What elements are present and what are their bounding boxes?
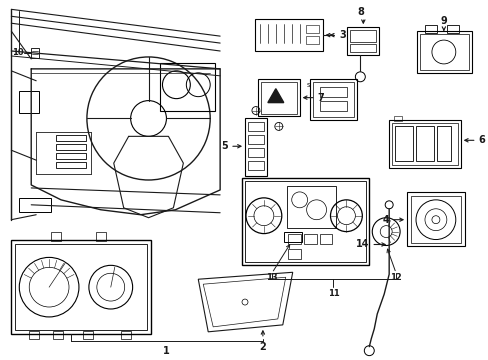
- Bar: [350, 44, 375, 52]
- Bar: [286, 186, 336, 228]
- Bar: [415, 126, 433, 161]
- Text: s: s: [306, 82, 309, 88]
- Bar: [446, 25, 458, 33]
- Bar: [312, 82, 354, 117]
- Bar: [391, 123, 457, 165]
- Text: 11: 11: [327, 289, 339, 298]
- Bar: [56, 135, 86, 141]
- Bar: [242, 178, 368, 265]
- Text: 12: 12: [389, 273, 401, 282]
- Bar: [283, 231, 301, 242]
- Bar: [83, 331, 93, 339]
- Bar: [416, 31, 471, 73]
- Bar: [244, 181, 366, 262]
- Bar: [56, 162, 86, 168]
- Bar: [257, 79, 299, 117]
- Text: 10: 10: [12, 49, 23, 58]
- Bar: [15, 243, 146, 330]
- Bar: [388, 121, 460, 168]
- Bar: [436, 126, 450, 161]
- Bar: [11, 239, 150, 334]
- Bar: [19, 91, 39, 113]
- Bar: [394, 126, 412, 161]
- Text: 9: 9: [440, 16, 447, 26]
- Bar: [121, 331, 130, 339]
- Bar: [160, 63, 215, 111]
- Bar: [29, 331, 39, 339]
- Bar: [350, 30, 375, 42]
- Bar: [247, 161, 264, 170]
- Bar: [247, 148, 264, 157]
- Text: 14: 14: [355, 239, 368, 249]
- Bar: [53, 331, 63, 339]
- Bar: [319, 100, 346, 111]
- Bar: [247, 122, 264, 131]
- Bar: [96, 231, 105, 240]
- Text: 1: 1: [163, 346, 169, 356]
- Text: 2: 2: [259, 342, 266, 352]
- Text: 13: 13: [265, 273, 277, 282]
- Polygon shape: [267, 89, 283, 103]
- Bar: [319, 87, 346, 96]
- Bar: [244, 118, 266, 176]
- Text: 4: 4: [382, 215, 388, 225]
- Bar: [303, 234, 316, 243]
- Bar: [287, 234, 300, 243]
- Bar: [393, 117, 401, 121]
- Text: 6: 6: [478, 135, 485, 145]
- Bar: [406, 192, 464, 247]
- Text: 8: 8: [356, 7, 363, 17]
- Text: 5: 5: [221, 141, 227, 151]
- Bar: [305, 25, 318, 33]
- Bar: [31, 48, 39, 58]
- Bar: [287, 249, 300, 260]
- Bar: [346, 27, 379, 55]
- Bar: [261, 82, 296, 113]
- Bar: [247, 135, 264, 144]
- Bar: [254, 19, 322, 51]
- Text: 3: 3: [339, 30, 346, 40]
- Bar: [56, 153, 86, 159]
- Bar: [309, 79, 357, 121]
- Bar: [19, 198, 51, 212]
- Bar: [419, 34, 468, 70]
- Text: 7: 7: [317, 93, 324, 103]
- Bar: [305, 36, 318, 44]
- Bar: [51, 231, 61, 240]
- Bar: [410, 196, 460, 243]
- Bar: [56, 144, 86, 150]
- Bar: [319, 234, 332, 243]
- Bar: [424, 25, 436, 33]
